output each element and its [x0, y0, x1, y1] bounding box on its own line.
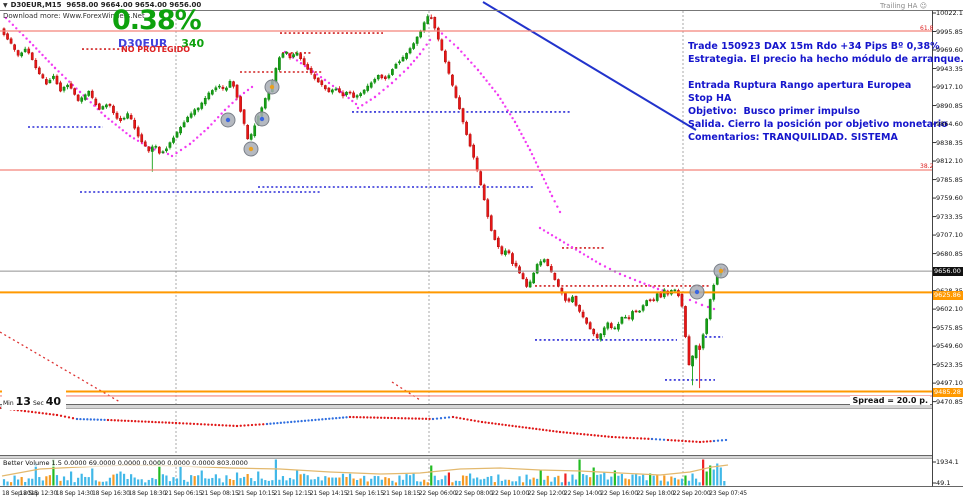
fibonacci-level-label: 61.8 — [920, 25, 934, 32]
time-axis-label: 21 Sep 18:15 — [382, 490, 421, 497]
trade-price-badge: 9625.86 — [933, 291, 963, 300]
time-axis-label: 21 Sep 16:15 — [346, 490, 384, 497]
better-volume-label: Better Volume 1.5 0.0000 69.0000 0.0000 … — [3, 459, 248, 467]
trade-note-line — [688, 66, 963, 79]
price-axis-label: 9969.60 — [936, 46, 963, 54]
price-axis-label: 9628.35 — [936, 287, 963, 295]
price-axis-label: 9838.35 — [936, 138, 963, 147]
time-axis-label: 21 Sep 12:15 — [273, 490, 312, 497]
price-axis-label: 9497.10 — [936, 379, 963, 388]
time-axis-label: 22 Sep 10:00 — [491, 490, 530, 497]
title-ohlc: 9658.00 9664.00 9654.00 9656.00 — [66, 1, 202, 9]
time-axis-label: 22 Sep 20:00 — [672, 490, 711, 497]
watermark-text: Download more: Www.ForexWinners.Net — [3, 12, 145, 20]
time-axis-label: 22 Sep 12:00 — [527, 490, 566, 497]
price-axis-label: 9864.60 — [936, 120, 963, 129]
price-axis-label: 9733.35 — [936, 212, 963, 221]
trade-notes: Trade 150923 DAX 15m Rdo +34 Pips Bº 0,3… — [688, 40, 963, 144]
price-axis-label: 9995.85 — [936, 27, 963, 36]
time-axis-label: 18 Sep 14:30 — [55, 490, 94, 497]
time-axis-label: 21 Sep 10:15 — [237, 490, 275, 497]
price-axis-label: 9943.35 — [936, 64, 963, 73]
profit-percent: 0.38% — [112, 5, 202, 36]
trade-note-line: Stop HA — [688, 93, 732, 104]
price-axis-label: 9470.85 — [936, 397, 963, 406]
price-axis-label: 9680.85 — [936, 249, 963, 258]
price-axis-label: 9759.60 — [936, 194, 963, 203]
trade-note-line: Entrada Ruptura Rango apertura Europea — [688, 80, 912, 91]
time-axis-label: 21 Sep 06:15 — [164, 490, 203, 497]
price-axis-label: 9707.10 — [936, 231, 963, 240]
time-axis-label: 22 Sep 14:00 — [563, 490, 602, 497]
price-axis-label: 9523.35 — [936, 360, 963, 369]
time-axis-label: 22 Sep 06:00 — [418, 490, 457, 497]
price-axis-label: 9549.60 — [936, 342, 963, 351]
trade-note-line: Salida. Cierro la posición por objetivo … — [688, 119, 948, 130]
price-axis-label: 10022.10 — [936, 9, 963, 17]
trade-note-line: Trade 150923 DAX 15m Rdo +34 Pips Bº 0,3… — [688, 41, 940, 52]
price-axis-label: 9890.85 — [936, 101, 963, 110]
chart-title: ▼ D30EUR,M15 9658.00 9664.00 9654.00 9656… — [3, 1, 201, 9]
fibonacci-level-label: 38.2 — [920, 163, 934, 170]
time-axis-label: 21 Sep 14:15 — [309, 490, 348, 497]
price-axis-label: 9602.10 — [936, 305, 963, 314]
smiley-icon: ☺ — [919, 2, 927, 10]
time-axis-label: 18 Sep 12:30 — [19, 490, 58, 497]
time-axis-label: 22 Sep 08:00 — [455, 490, 493, 497]
trade-note-line: Comentarios: TRANQUILIDAD. SISTEMA — [688, 132, 898, 143]
time-axis-label: 21 Sep 08:15 — [200, 490, 239, 497]
overlay-points: 340 — [181, 37, 205, 50]
time-axis-label: 18 Sep 18:30 — [128, 490, 167, 497]
symbol-dropdown-icon[interactable]: ▼ — [3, 2, 8, 9]
time-axis-label: 18 Sep 16:30 — [92, 490, 130, 497]
overlay-symbol: D30EUR — [118, 37, 168, 50]
trade-price-badge: 9485.28 — [933, 388, 963, 397]
candle-countdown-timer: Min 13 Sec 40 — [2, 390, 67, 410]
price-axis-label: 9785.85 — [936, 175, 963, 184]
trailing-ha-label: Trailing HA ☺ — [880, 2, 927, 10]
price-axis-label: 9917.10 — [936, 83, 963, 92]
price-axis-label: 9812.10 — [936, 157, 963, 166]
volume-axis-max: 1934.1 — [936, 458, 959, 466]
current-price-badge: 9656.00 — [933, 266, 963, 276]
time-axis-label: 23 Sep 07:45 — [709, 490, 747, 497]
volume-axis-min: 49.1 — [936, 479, 951, 487]
spread-label: Spread = 20.0 p. — [850, 396, 930, 405]
trade-note-line: Objetivo: Busco primer impulso — [688, 106, 860, 117]
time-axis-label: 22 Sep 18:00 — [636, 490, 675, 497]
price-axis-label: 9575.85 — [936, 323, 963, 332]
no-protegido-label: NO PROTEGIDO — [121, 45, 191, 54]
title-symbol: D30EUR,M15 — [10, 1, 62, 9]
time-axis-label: 22 Sep 16:00 — [600, 490, 638, 497]
time-axis-label: 18 Sep 2015 — [2, 490, 38, 497]
trade-note-line: Estrategia. El precio ha hecho módulo de… — [688, 54, 963, 65]
symbol-points-line: D30EUR 340 — [118, 37, 204, 50]
